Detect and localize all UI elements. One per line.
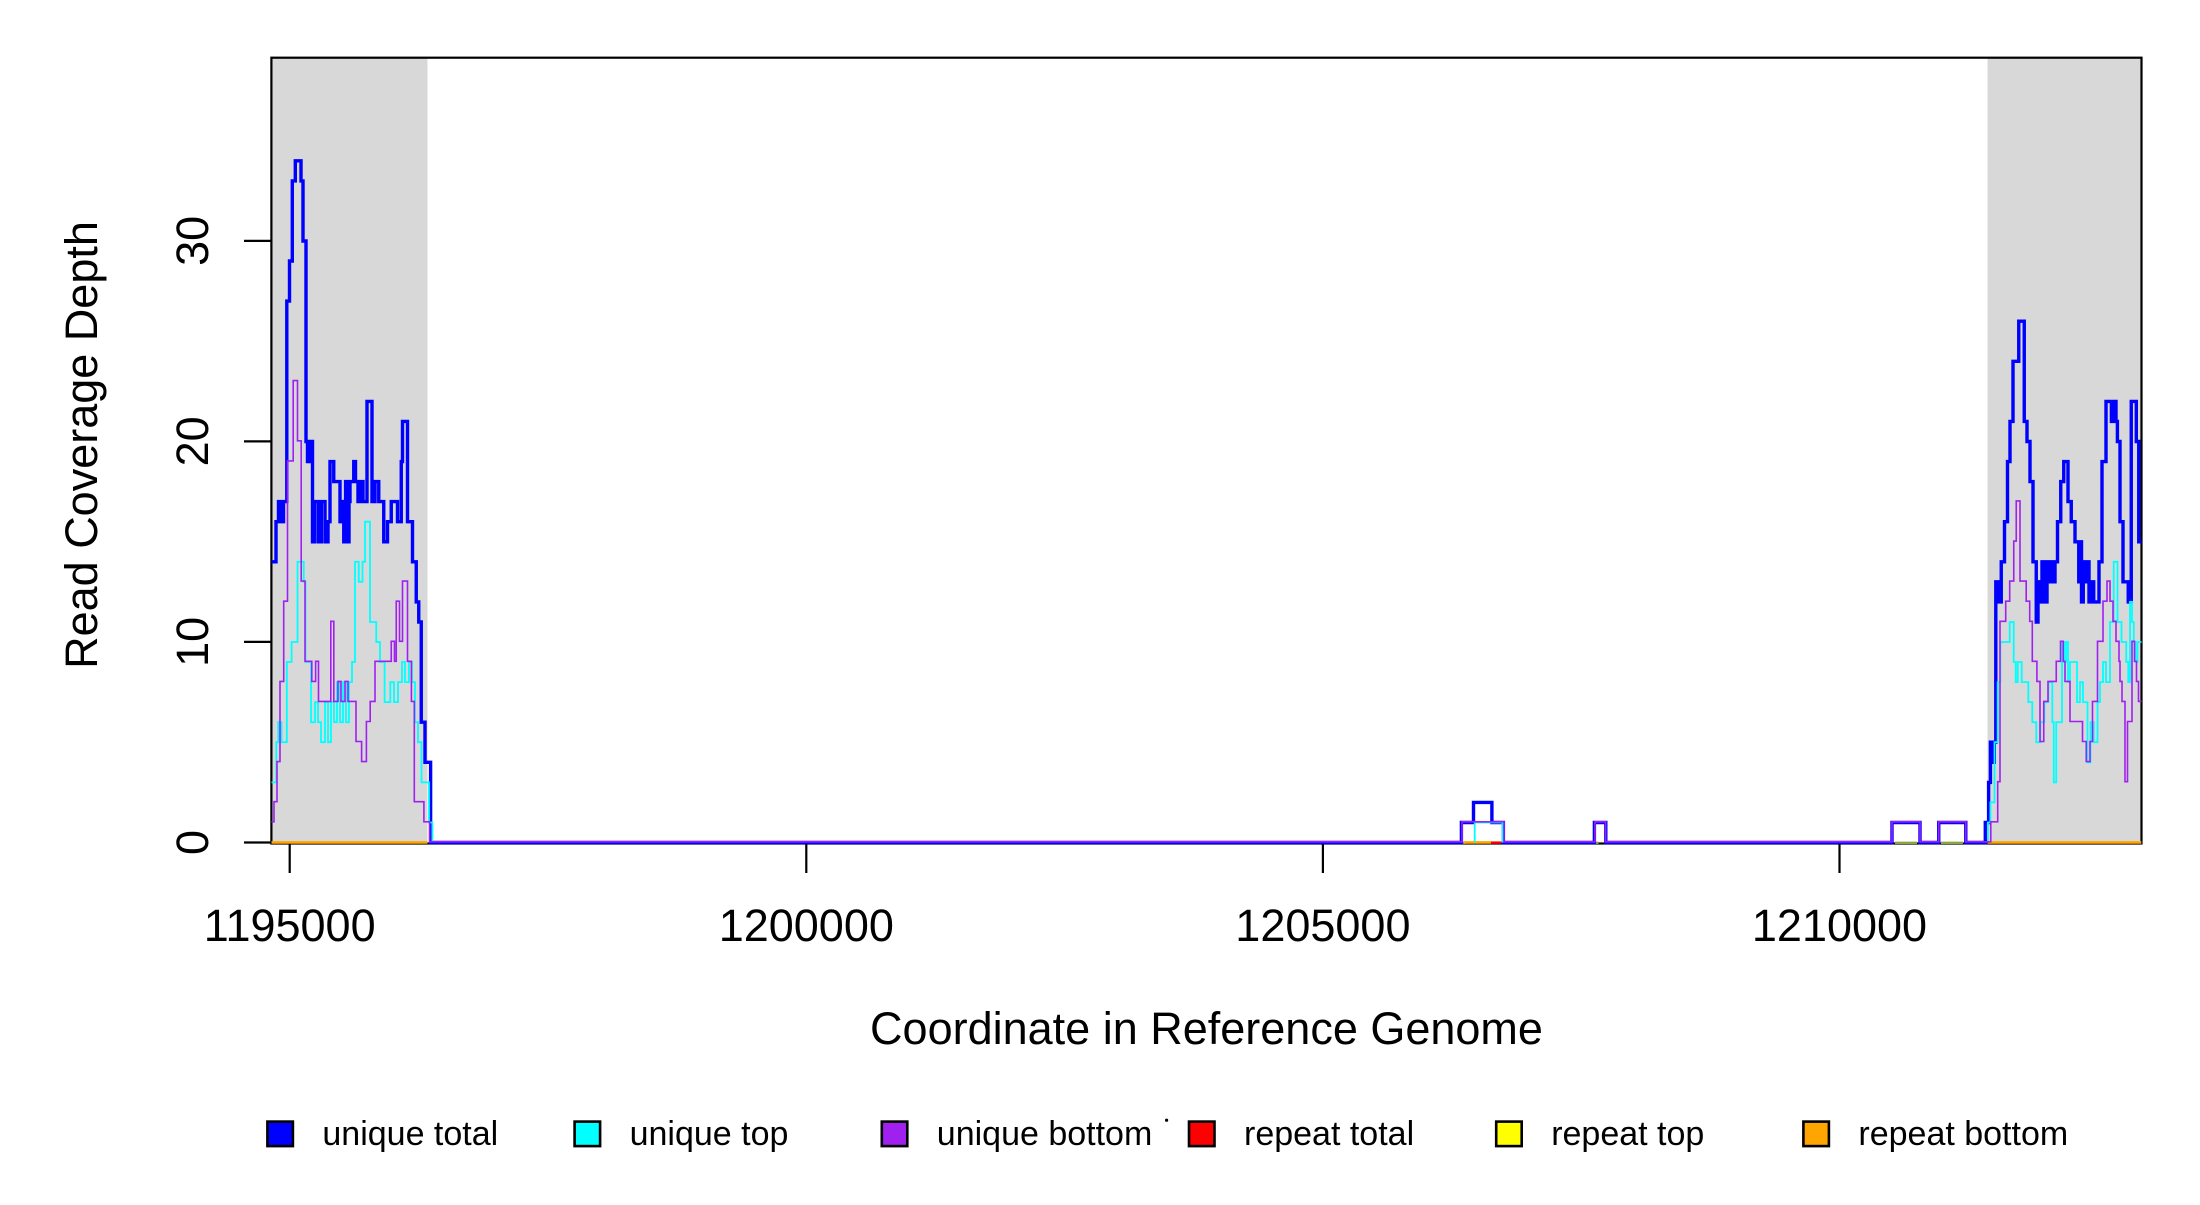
svg-text:1195000: 1195000 <box>204 900 376 951</box>
svg-text:Coordinate in Reference Genome: Coordinate in Reference Genome <box>870 1003 1543 1054</box>
svg-text:1200000: 1200000 <box>719 900 894 951</box>
svg-text:20: 20 <box>167 416 218 466</box>
svg-text:repeat top: repeat top <box>1551 1115 1704 1153</box>
svg-text:unique bottom: unique bottom <box>937 1115 1153 1153</box>
svg-text:10: 10 <box>167 617 218 667</box>
svg-text:30: 30 <box>167 216 218 266</box>
svg-text:unique top: unique top <box>630 1115 789 1153</box>
svg-text:repeat bottom: repeat bottom <box>1858 1115 2068 1153</box>
svg-text:0: 0 <box>167 830 218 855</box>
svg-text:Read Coverage Depth: Read Coverage Depth <box>56 221 107 669</box>
svg-text:1210000: 1210000 <box>1752 900 1927 951</box>
svg-text:1205000: 1205000 <box>1235 900 1410 951</box>
svg-text:repeat total: repeat total <box>1244 1115 1414 1153</box>
svg-text:unique total: unique total <box>322 1115 498 1153</box>
